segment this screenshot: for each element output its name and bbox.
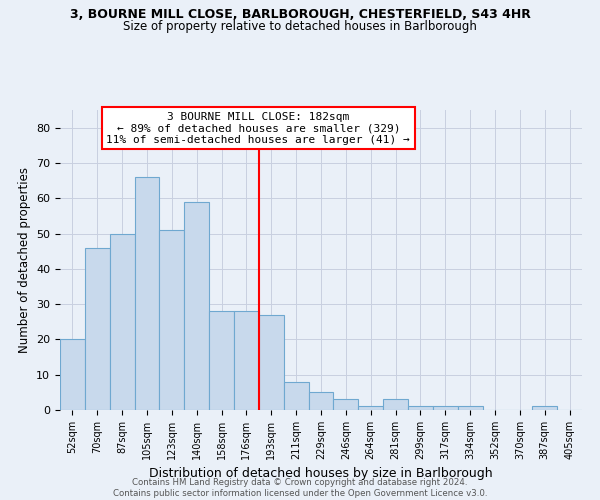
Text: Contains HM Land Registry data © Crown copyright and database right 2024.
Contai: Contains HM Land Registry data © Crown c… [113, 478, 487, 498]
Bar [184, 202, 209, 410]
Bar [458, 406, 482, 410]
Bar [85, 248, 110, 410]
Bar [209, 311, 234, 410]
Bar [110, 234, 134, 410]
Bar [532, 406, 557, 410]
Bar [334, 400, 358, 410]
Bar [358, 406, 383, 410]
Bar [383, 400, 408, 410]
Text: 3, BOURNE MILL CLOSE, BARLBOROUGH, CHESTERFIELD, S43 4HR: 3, BOURNE MILL CLOSE, BARLBOROUGH, CHEST… [70, 8, 530, 20]
Text: Size of property relative to detached houses in Barlborough: Size of property relative to detached ho… [123, 20, 477, 33]
Bar [308, 392, 334, 410]
Bar [284, 382, 308, 410]
Bar [234, 311, 259, 410]
Bar [408, 406, 433, 410]
Text: 3 BOURNE MILL CLOSE: 182sqm
← 89% of detached houses are smaller (329)
11% of se: 3 BOURNE MILL CLOSE: 182sqm ← 89% of det… [106, 112, 410, 144]
X-axis label: Distribution of detached houses by size in Barlborough: Distribution of detached houses by size … [149, 468, 493, 480]
Bar [433, 406, 458, 410]
Y-axis label: Number of detached properties: Number of detached properties [17, 167, 31, 353]
Bar [160, 230, 184, 410]
Bar [134, 177, 160, 410]
Bar [259, 314, 284, 410]
Bar [60, 340, 85, 410]
